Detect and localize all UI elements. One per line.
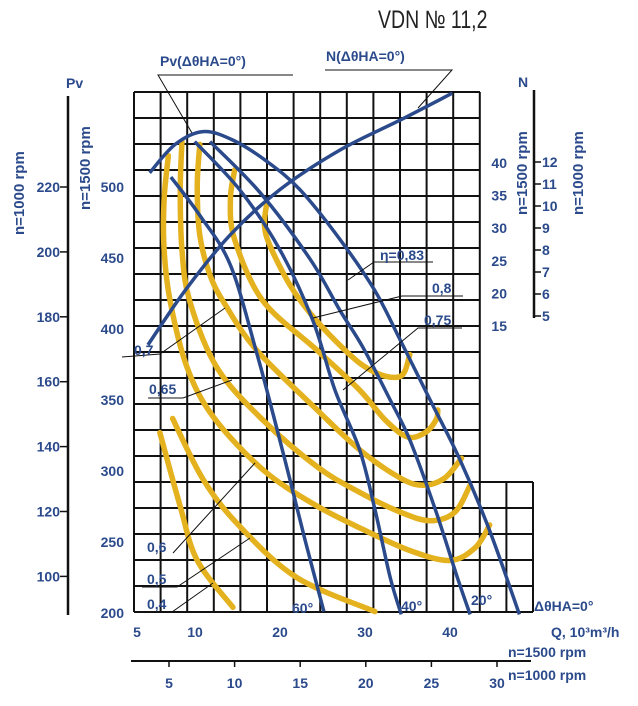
- pv-tick-label-1500: 200: [101, 605, 125, 621]
- efficiency-curve-04: [157, 429, 236, 611]
- label-eta-07: 0,7: [134, 342, 154, 358]
- pv-tick-label-1500: 300: [101, 463, 125, 479]
- pv-axis-rpm1500: n=1500 rpm: [77, 126, 94, 210]
- n-tick-label-1000: 7: [542, 264, 550, 280]
- label-pv-envelope: Pv(ΔθHA=0°): [160, 53, 246, 69]
- label-angle-0: ΔθHA=0°: [534, 598, 593, 614]
- label-eta-065: 0,65: [149, 381, 176, 397]
- pressure-curve-20deg: [208, 140, 472, 615]
- n-tick-label-1500: 35: [491, 188, 507, 204]
- n-tick-label-1000: 10: [542, 198, 558, 214]
- n-tick-label-1500: 15: [491, 318, 507, 334]
- n-tick-label-1500: 30: [491, 220, 507, 236]
- q-tick-label-1500: 20: [272, 624, 288, 640]
- q-tick-label-1000: 30: [489, 675, 505, 691]
- label-power-curve: N(ΔθHA=0°): [326, 48, 405, 64]
- pv-axis-title: Pv: [66, 75, 83, 91]
- leader-eta-05: [142, 537, 251, 588]
- label-angle-20: 20°: [471, 592, 492, 608]
- q-tick-label-1000: 5: [165, 675, 173, 691]
- n-tick-label-1000: 6: [542, 286, 550, 302]
- q-tick-label-1500: 5: [133, 624, 141, 640]
- n-tick-label-1000: 12: [542, 154, 558, 170]
- n-axis-rpm1500: n=1500 rpm: [514, 131, 531, 215]
- label-eta-083: η=0,83: [380, 247, 424, 263]
- pv-tick-label-1000: 120: [37, 504, 61, 520]
- q-axis-rpm1500: n=1500 rpm: [508, 644, 586, 660]
- pv-tick-label-1000: 200: [37, 244, 61, 260]
- leader-lines: [121, 69, 463, 613]
- q-axis-title: Q, 10³m³/h: [551, 624, 619, 640]
- q-tick-label-1000: 20: [358, 675, 374, 691]
- pv-tick-label-1000: 220: [37, 179, 61, 195]
- n-tick-label-1500: 20: [491, 285, 507, 301]
- n-tick-label-1000: 8: [542, 242, 550, 258]
- n-tick-label-1000: 11: [542, 176, 557, 192]
- leader-eta-075: [342, 327, 462, 391]
- leader-eta-07: [121, 307, 226, 358]
- pv-tick-label-1000: 180: [37, 309, 61, 325]
- q-tick-label-1500: 30: [357, 624, 373, 640]
- pressure-curve-0deg: [148, 129, 522, 616]
- q-tick-label-1000: 25: [424, 675, 440, 691]
- efficiency-curve-08: [227, 167, 441, 441]
- label-eta-06: 0,6: [147, 539, 167, 555]
- leader-eta-04: [135, 582, 214, 613]
- leader-eta-065: [148, 379, 233, 399]
- q-tick-label-1500: 10: [187, 624, 203, 640]
- pv-tick-label-1500: 450: [101, 250, 125, 266]
- efficiency-curve-05: [169, 415, 378, 615]
- leader-eta-06: [172, 462, 256, 554]
- n-axis-title: N: [518, 74, 528, 90]
- grid: [133, 91, 534, 613]
- pv-tick-label-1500: 400: [101, 321, 125, 337]
- efficiency-curves: [157, 138, 493, 615]
- q-tick-label-1500: 40: [442, 624, 458, 640]
- leader-eta-083: [347, 261, 433, 281]
- q-tick-label-1000: 15: [292, 675, 308, 691]
- pressure-curve-60deg: [169, 176, 326, 613]
- label-eta-04: 0,4: [147, 596, 167, 612]
- efficiency-curve-083: [261, 199, 413, 381]
- n-tick-label-1000: 5: [542, 308, 550, 324]
- pv-tick-label-1000: 100: [37, 568, 61, 584]
- n-tick-label-1500: 25: [491, 253, 507, 269]
- power-curve: [146, 91, 454, 346]
- q-tick-label-1000: 10: [227, 675, 243, 691]
- n-axis-rpm1000: n=1000 rpm: [570, 131, 587, 215]
- efficiency-curve-07: [177, 138, 473, 524]
- pv-tick-label-1500: 500: [101, 179, 125, 195]
- label-eta-08: 0,8: [432, 280, 452, 296]
- label-eta-075: 0,75: [424, 312, 451, 328]
- chart-title: VDN № 11,2: [378, 6, 488, 34]
- pv-tick-label-1500: 250: [101, 534, 125, 550]
- efficiency-curve-065: [160, 153, 493, 564]
- q-axis-rpm1000: n=1000 rpm: [508, 667, 586, 683]
- n-tick-label-1500: 40: [491, 155, 507, 171]
- pressure-curves: [146, 91, 522, 616]
- label-angle-40: 40°: [401, 598, 422, 614]
- leader-n: [325, 69, 454, 109]
- pv-tick-label-1000: 160: [37, 374, 61, 390]
- leader-pv: [157, 74, 293, 134]
- pv-axis-rpm1000: n=1000 rpm: [11, 151, 28, 235]
- pv-tick-label-1500: 350: [101, 392, 125, 408]
- efficiency-curve-075: [194, 141, 465, 488]
- label-angle-60: 60°: [292, 600, 313, 616]
- pv-tick-label-1000: 140: [37, 439, 61, 455]
- label-eta-05: 0,5: [147, 571, 167, 587]
- pressure-curve-40deg: [193, 140, 403, 615]
- leader-eta-08: [312, 295, 463, 319]
- n-tick-label-1000: 9: [542, 220, 550, 236]
- axes: 500 450 400 350 300 250 200 220 200 180 160 140 120 1…: [37, 90, 558, 691]
